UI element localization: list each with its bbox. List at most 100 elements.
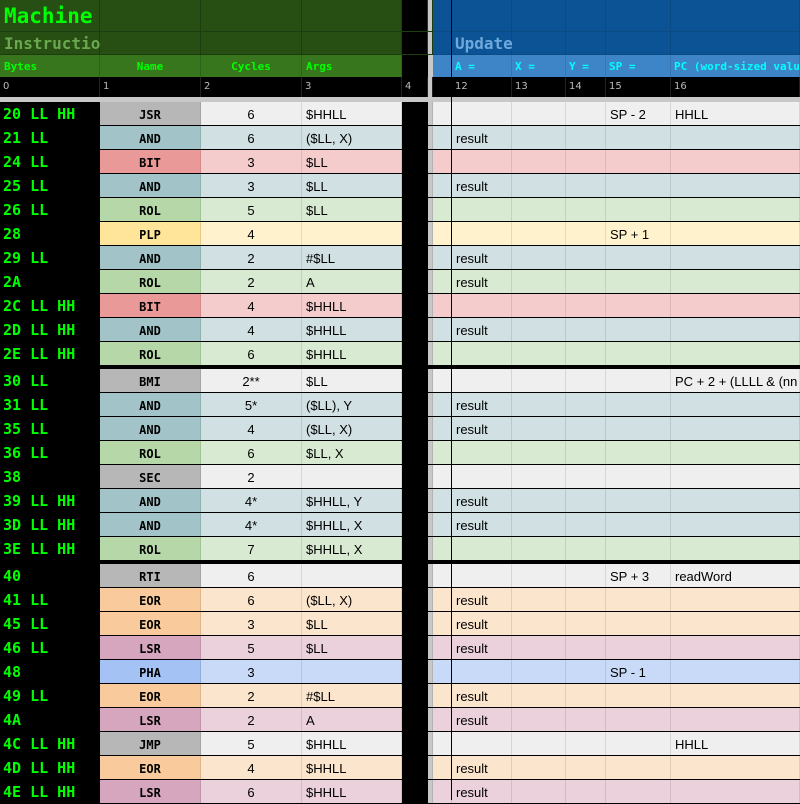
args-cell[interactable]: $HHLL [302, 780, 402, 803]
freeze-divider[interactable] [428, 612, 433, 635]
pc-cell[interactable] [671, 489, 800, 512]
freeze-divider[interactable] [428, 660, 433, 683]
sp-cell[interactable] [606, 489, 671, 512]
freeze-divider[interactable] [428, 32, 433, 55]
name-cell[interactable]: AND [100, 417, 201, 440]
cycles-cell[interactable]: 6 [201, 441, 302, 464]
name-cell[interactable]: AND [100, 318, 201, 341]
bytes-cell[interactable]: 45 LL [0, 612, 100, 635]
y-cell[interactable] [566, 150, 606, 173]
bytes-cell[interactable]: 2A [0, 270, 100, 293]
y-cell[interactable] [566, 708, 606, 731]
a-cell[interactable]: result [452, 174, 512, 197]
x-cell[interactable] [512, 342, 566, 365]
sp-cell[interactable]: SP + 1 [606, 222, 671, 245]
blank-cell[interactable] [433, 246, 452, 269]
args-cell[interactable]: ($LL, X) [302, 417, 402, 440]
cycles-cell[interactable]: 5 [201, 198, 302, 221]
bytes-cell[interactable]: 3E LL HH [0, 537, 100, 560]
pc-cell[interactable] [671, 126, 800, 149]
name-cell[interactable]: PLP [100, 222, 201, 245]
freeze-divider[interactable] [428, 77, 433, 97]
pc-cell[interactable] [671, 174, 800, 197]
y-cell[interactable] [566, 465, 606, 488]
pc-cell[interactable] [671, 270, 800, 293]
a-cell[interactable]: result [452, 780, 512, 803]
blank-cell[interactable] [433, 342, 452, 365]
blank-cell[interactable] [433, 660, 452, 683]
x-cell[interactable] [512, 465, 566, 488]
bytes-cell[interactable]: 4D LL HH [0, 756, 100, 779]
blank-cell[interactable] [433, 198, 452, 221]
name-cell[interactable]: ROL [100, 441, 201, 464]
args-cell[interactable]: A [302, 708, 402, 731]
freeze-divider[interactable] [428, 636, 433, 659]
name-cell[interactable]: AND [100, 489, 201, 512]
freeze-divider[interactable] [428, 126, 433, 149]
freeze-divider[interactable] [428, 198, 433, 221]
cycles-cell[interactable]: 6 [201, 780, 302, 803]
x-cell[interactable] [512, 417, 566, 440]
bytes-cell[interactable]: 28 [0, 222, 100, 245]
args-cell[interactable]: $LL [302, 636, 402, 659]
name-cell[interactable]: BIT [100, 294, 201, 317]
pc-cell[interactable]: HHLL [671, 102, 800, 125]
bytes-cell[interactable]: 2D LL HH [0, 318, 100, 341]
blank-cell[interactable] [433, 369, 452, 392]
freeze-divider[interactable] [428, 780, 433, 803]
args-cell[interactable]: $LL [302, 369, 402, 392]
args-cell[interactable] [302, 222, 402, 245]
name-cell[interactable]: EOR [100, 684, 201, 707]
cycles-cell[interactable]: 7 [201, 537, 302, 560]
blank-cell[interactable] [433, 270, 452, 293]
bytes-cell[interactable]: 30 LL [0, 369, 100, 392]
bytes-cell[interactable]: 3D LL HH [0, 513, 100, 536]
sp-cell[interactable] [606, 246, 671, 269]
blank-cell[interactable] [433, 465, 452, 488]
args-cell[interactable]: $LL [302, 612, 402, 635]
pc-cell[interactable] [671, 684, 800, 707]
pc-cell[interactable] [671, 150, 800, 173]
x-cell[interactable] [512, 636, 566, 659]
name-cell[interactable]: EOR [100, 756, 201, 779]
blank-cell[interactable] [433, 222, 452, 245]
name-cell[interactable]: JSR [100, 102, 201, 125]
pc-cell[interactable] [671, 588, 800, 611]
args-cell[interactable]: $HHLL [302, 102, 402, 125]
name-cell[interactable]: AND [100, 393, 201, 416]
header-name[interactable]: Name [100, 55, 201, 77]
name-cell[interactable]: BIT [100, 150, 201, 173]
bytes-cell[interactable]: 49 LL [0, 684, 100, 707]
a-cell[interactable] [452, 732, 512, 755]
name-cell[interactable]: AND [100, 174, 201, 197]
y-cell[interactable] [566, 126, 606, 149]
y-cell[interactable] [566, 732, 606, 755]
header-x[interactable]: X = [512, 55, 566, 77]
y-cell[interactable] [566, 369, 606, 392]
y-cell[interactable] [566, 636, 606, 659]
args-cell[interactable] [302, 465, 402, 488]
y-cell[interactable] [566, 537, 606, 560]
args-cell[interactable]: A [302, 270, 402, 293]
args-cell[interactable]: $LL, X [302, 441, 402, 464]
args-cell[interactable]: $HHLL [302, 342, 402, 365]
y-cell[interactable] [566, 318, 606, 341]
y-cell[interactable] [566, 564, 606, 587]
blank-cell[interactable] [433, 102, 452, 125]
sp-cell[interactable] [606, 198, 671, 221]
freeze-divider[interactable] [428, 465, 433, 488]
cycles-cell[interactable]: 3 [201, 612, 302, 635]
cycles-cell[interactable]: 4* [201, 489, 302, 512]
sp-cell[interactable] [606, 708, 671, 731]
x-cell[interactable] [512, 489, 566, 512]
a-cell[interactable]: result [452, 270, 512, 293]
x-cell[interactable] [512, 174, 566, 197]
args-cell[interactable]: $HHLL, X [302, 513, 402, 536]
blank-cell[interactable] [433, 513, 452, 536]
freeze-divider[interactable] [428, 102, 433, 125]
args-cell[interactable]: ($LL), Y [302, 393, 402, 416]
x-cell[interactable] [512, 564, 566, 587]
sp-cell[interactable] [606, 417, 671, 440]
sp-cell[interactable] [606, 465, 671, 488]
freeze-divider[interactable] [428, 342, 433, 365]
